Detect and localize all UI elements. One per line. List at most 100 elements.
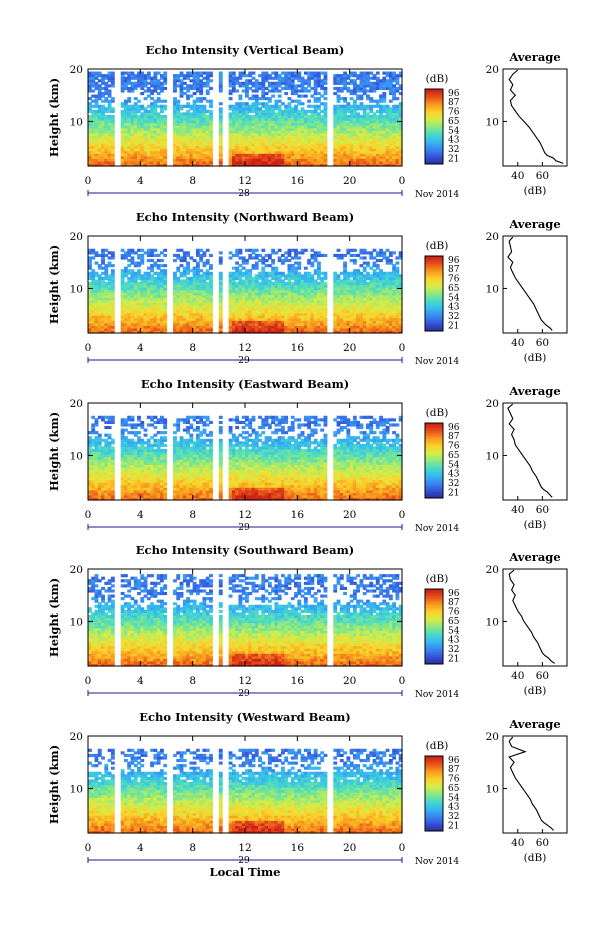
heatmap-cell bbox=[356, 137, 361, 142]
heatmap-cell bbox=[143, 125, 148, 129]
heatmap-cell bbox=[179, 292, 184, 296]
heatmap-cell bbox=[310, 315, 315, 319]
heatmap-cell bbox=[290, 322, 295, 326]
heatmap-cell bbox=[241, 140, 246, 144]
heatmap-cell bbox=[359, 304, 364, 309]
heatmap-cell bbox=[195, 327, 200, 332]
heatmap-cell bbox=[107, 281, 112, 286]
heatmap-cell bbox=[280, 315, 285, 319]
heatmap-cell bbox=[369, 145, 374, 149]
heatmap-cell bbox=[163, 130, 168, 134]
heatmap-cell bbox=[248, 276, 253, 280]
heatmap-cell bbox=[133, 261, 138, 265]
heatmap-cell bbox=[264, 294, 269, 298]
heatmap-cell bbox=[238, 325, 243, 329]
heatmap-cell bbox=[359, 81, 364, 85]
heatmap-cell bbox=[88, 289, 92, 293]
heatmap-cell bbox=[199, 143, 204, 147]
heatmap-cell bbox=[97, 284, 102, 288]
heatmap-cell bbox=[163, 81, 168, 85]
heatmap-cell bbox=[110, 297, 115, 301]
heatmap-cell bbox=[241, 266, 246, 270]
heatmap-cell bbox=[313, 150, 318, 154]
heatmap-cell bbox=[267, 155, 272, 159]
heatmap-cell bbox=[91, 292, 96, 296]
heatmap-cell bbox=[228, 114, 233, 119]
heatmap-cell bbox=[150, 117, 155, 121]
heatmap-cell bbox=[91, 148, 96, 152]
heatmap-cell bbox=[150, 322, 155, 326]
heatmap-cell bbox=[195, 261, 200, 265]
heatmap-cell bbox=[228, 256, 233, 260]
profile-x-tick-label: 40 bbox=[511, 170, 524, 182]
heatmap-cell bbox=[356, 320, 361, 324]
heatmap-cell bbox=[320, 160, 325, 165]
heatmap-cell bbox=[303, 109, 308, 113]
heatmap-cell bbox=[294, 158, 298, 162]
heatmap-cell bbox=[264, 304, 269, 309]
heatmap-cell bbox=[359, 132, 364, 136]
heatmap-cell bbox=[97, 287, 102, 291]
heatmap-cell bbox=[133, 271, 138, 275]
heatmap-cell bbox=[182, 317, 187, 321]
heatmap-cell bbox=[88, 304, 92, 309]
heatmap-cell bbox=[209, 253, 213, 258]
heatmap-cell bbox=[163, 299, 168, 303]
heatmap-cell bbox=[267, 158, 272, 162]
heatmap-cell bbox=[179, 279, 184, 283]
heatmap-cell bbox=[277, 112, 282, 116]
heatmap-cell bbox=[258, 312, 262, 316]
heatmap-cell bbox=[264, 325, 269, 329]
heatmap-cell bbox=[209, 294, 213, 298]
heatmap-cell bbox=[290, 127, 295, 131]
heatmap-cell bbox=[349, 112, 354, 116]
heatmap-cell bbox=[254, 148, 259, 152]
heatmap-cell bbox=[153, 114, 158, 119]
heatmap-cell bbox=[91, 297, 96, 301]
heatmap-cell bbox=[274, 71, 279, 75]
heatmap-cell bbox=[382, 94, 387, 98]
heatmap-cell bbox=[352, 135, 357, 139]
heatmap-cell bbox=[199, 269, 204, 273]
heatmap-cell bbox=[159, 122, 164, 126]
heatmap-cell bbox=[316, 71, 321, 75]
heatmap-cell bbox=[120, 127, 125, 131]
heatmap-cell bbox=[120, 317, 125, 321]
heatmap-cell bbox=[352, 107, 357, 111]
heatmap-cell bbox=[280, 140, 285, 144]
heatmap-cell bbox=[127, 160, 132, 165]
heatmap-cell bbox=[127, 150, 132, 154]
heatmap-cell bbox=[159, 302, 164, 306]
heatmap-cell bbox=[228, 158, 233, 162]
heatmap-cell bbox=[137, 330, 141, 334]
heatmap-cell bbox=[189, 74, 194, 78]
heatmap-cell bbox=[123, 71, 128, 75]
heatmap-cell bbox=[300, 155, 305, 159]
heatmap-cell bbox=[251, 325, 256, 329]
heatmap-cell bbox=[375, 292, 380, 296]
heatmap-cell bbox=[130, 137, 135, 142]
heatmap-cell bbox=[310, 287, 315, 291]
heatmap-cell bbox=[123, 127, 128, 131]
heatmap-cell bbox=[307, 137, 312, 142]
heatmap-cell bbox=[245, 302, 249, 306]
heatmap-cell bbox=[346, 271, 351, 275]
heatmap-cell bbox=[375, 109, 380, 113]
heatmap-cell bbox=[199, 86, 204, 91]
heatmap-cell bbox=[333, 294, 338, 298]
heatmap-cell bbox=[359, 292, 364, 296]
heatmap-cell bbox=[94, 330, 99, 334]
heatmap-cell bbox=[258, 97, 262, 101]
heatmap-cell bbox=[385, 109, 390, 113]
heatmap-cell bbox=[88, 310, 92, 314]
heatmap-cell bbox=[192, 297, 197, 301]
heatmap-cell bbox=[316, 135, 321, 139]
heatmap-cell bbox=[274, 112, 279, 116]
heatmap-cell bbox=[186, 114, 190, 119]
heatmap-cell bbox=[238, 274, 243, 278]
heatmap-cell bbox=[130, 251, 135, 255]
heatmap-cell bbox=[310, 297, 315, 301]
heatmap-cell bbox=[290, 120, 295, 124]
heatmap-cell bbox=[320, 145, 325, 149]
heatmap-cell bbox=[339, 120, 344, 124]
